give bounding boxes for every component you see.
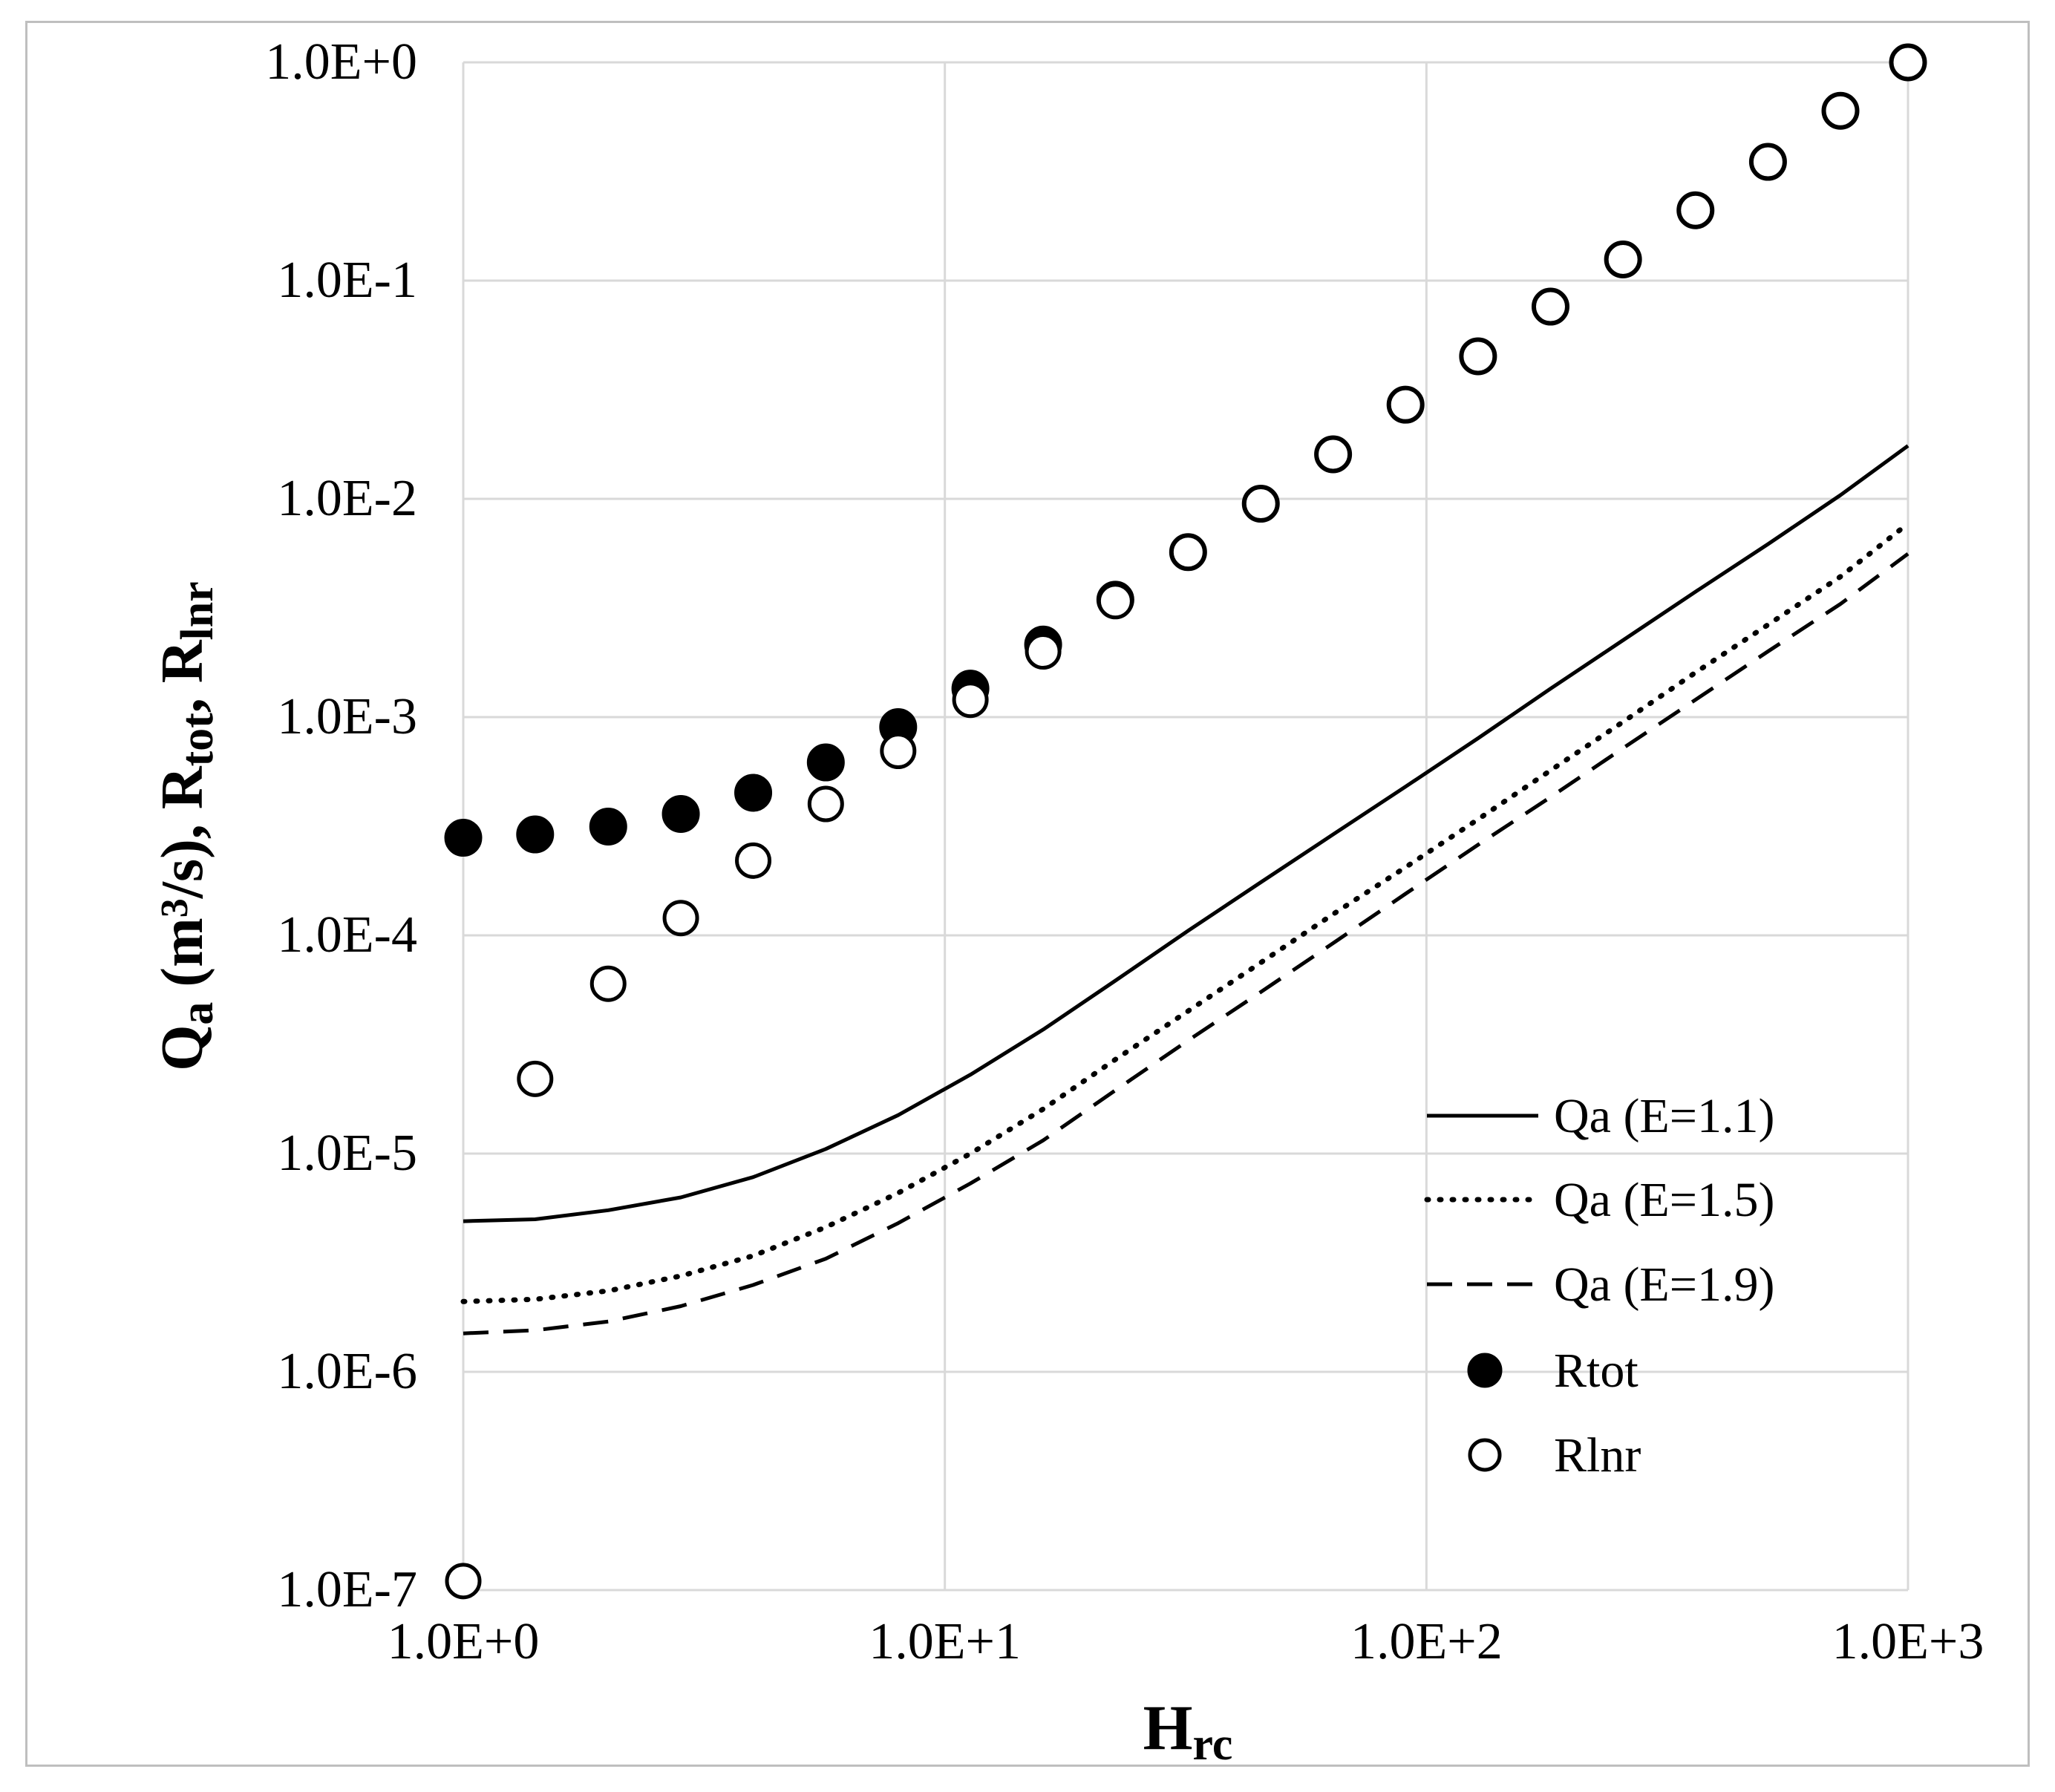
x-tick-label: 1.0E+0 [388,1613,540,1670]
plot-background [463,62,1908,1590]
y-tick-labels: 1.0E+0 1.0E-1 1.0E-2 1.0E-3 1.0E-4 1.0E-5 1.0E… [265,33,417,1618]
data-point-Rlnr [1097,583,1134,620]
data-point-Rlnr [1387,386,1424,423]
data-point-Rlnr [1532,288,1569,325]
data-point-Rlnr [880,733,917,770]
y-tick-label: 1.0E-2 [277,470,417,527]
y-axis-title-part: /s), R [150,765,215,899]
series-line-Qa (E=1.1) [463,444,1909,1223]
y-tick-label: 1.0E-5 [277,1125,417,1182]
legend-swatch-marker [1468,1438,1502,1472]
series-line-Qa (E=1.9) [463,552,1909,1335]
legend-item-Qa (E=1.9): Qa (E=1.9) [1427,1258,1774,1312]
legend-label: Qa (E=1.1) [1554,1089,1774,1143]
data-point-Rlnr [517,1060,554,1097]
legend-label: Rlnr [1554,1428,1641,1482]
data-point-Rlnr [1749,143,1786,180]
y-tick-label: 1.0E-1 [277,252,417,309]
x-axis-title-main: H [1143,1692,1193,1763]
x-tick-label: 1.0E+2 [1350,1613,1503,1670]
y-axis-title: Qa (m3/s), Rtot, Rlnr [150,581,223,1071]
data-point-Rlnr [1460,338,1497,375]
y-axis-title-part: tot [172,713,223,767]
legend-item-Rlnr: Rlnr [1468,1428,1641,1482]
legend-item-Qa (E=1.1): Qa (E=1.1) [1427,1089,1774,1143]
series-line-Qa (E=1.5) [460,520,1911,1304]
x-tick-label: 1.0E+3 [1832,1613,1984,1670]
data-point-Rlnr [735,842,772,879]
x-tick-label: 1.0E+1 [869,1613,1021,1670]
legend-item-Rtot: Rtot [1467,1344,1639,1398]
data-point-Rlnr [952,681,989,719]
data-point-Rlnr [1242,485,1279,523]
x-tick-labels: 1.0E+0 1.0E+1 1.0E+2 1.0E+3 [388,1613,1984,1670]
data-point-Rtot [661,794,700,833]
legend-label: Rtot [1554,1344,1639,1398]
legend-label: Qa (E=1.9) [1554,1258,1774,1312]
data-point-Rtot [444,819,483,857]
x-axis-title: Hrc [1143,1692,1233,1770]
y-axis-title-part: (m [150,918,215,1001]
data-point-Rlnr [1315,436,1352,473]
x-axis-title-sub: rc [1192,1719,1232,1770]
plot-area [444,43,1927,1600]
y-axis-title-part: , R [150,639,215,713]
data-point-Rlnr [1169,534,1206,571]
y-axis-title-part: 3 [154,898,196,918]
legend-item-Qa (E=1.5): Qa (E=1.5) [1424,1173,1774,1227]
data-point-Rtot [806,743,845,782]
data-point-Rlnr [1822,92,1859,129]
legend-label: Qa (E=1.5) [1554,1173,1774,1227]
data-point-Rlnr [807,785,844,823]
data-point-Rtot [516,815,555,854]
data-point-Rtot [589,807,627,846]
legend: Qa (E=1.1) Qa (E=1.5) Qa (E=1.9) Rtot Rlnr [1424,1089,1774,1482]
y-tick-label: 1.0E+0 [265,33,417,91]
y-tick-label: 1.0E-3 [277,688,417,745]
data-point-Rlnr [1025,632,1062,670]
y-tick-label: 1.0E-4 [277,906,417,964]
data-point-Rtot [734,774,773,812]
y-tick-label: 1.0E-6 [277,1343,417,1400]
data-point-Rlnr [1889,44,1927,81]
legend-swatch-marker [1467,1353,1503,1388]
data-point-Rlnr [445,1563,482,1600]
data-point-Rlnr [1677,192,1714,229]
y-axis-title-part: Q [150,1025,215,1071]
data-point-Rlnr [1604,241,1641,278]
series-layer [444,43,1927,1600]
data-point-Rlnr [662,900,699,937]
data-point-Rlnr [589,965,627,1002]
y-tick-label: 1.0E-7 [277,1561,417,1618]
y-axis-title-part: lnr [172,581,223,640]
series-Rlnr [445,44,1927,1600]
y-axis-title-part: a [172,1002,223,1025]
